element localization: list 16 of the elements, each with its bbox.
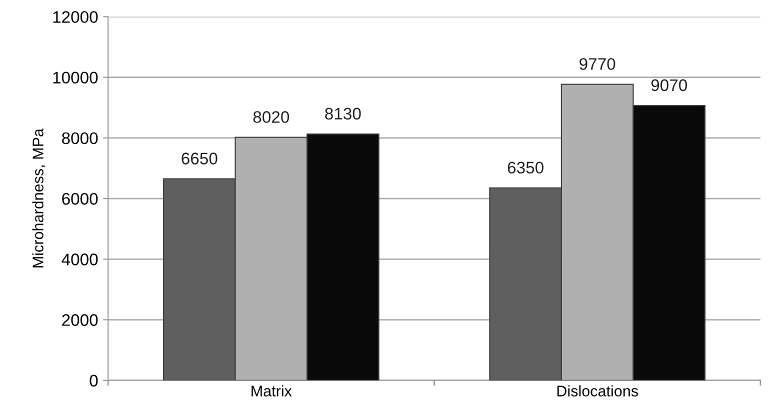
y-tick-label: 10000 [53,72,98,84]
x-tick-label: Dislocations [557,385,638,396]
data-label: 6650 [182,152,218,164]
data-label: 8130 [325,108,361,120]
data-label: 9070 [651,79,687,92]
y-tick-label: 12000 [53,11,98,23]
data-label: 9770 [580,58,616,70]
y-tick-label: 2000 [62,314,98,326]
y-axis-title: Microhardness, MPa [32,128,46,268]
y-tick-label: 8000 [62,132,98,144]
y-tick-label: 6000 [62,192,98,205]
y-tick-label: 0 [90,374,98,387]
data-label: 8020 [253,111,290,123]
x-tick-label: Matrix [252,385,292,396]
y-tick-label: 4000 [62,254,98,266]
data-label: 6350 [508,162,544,174]
